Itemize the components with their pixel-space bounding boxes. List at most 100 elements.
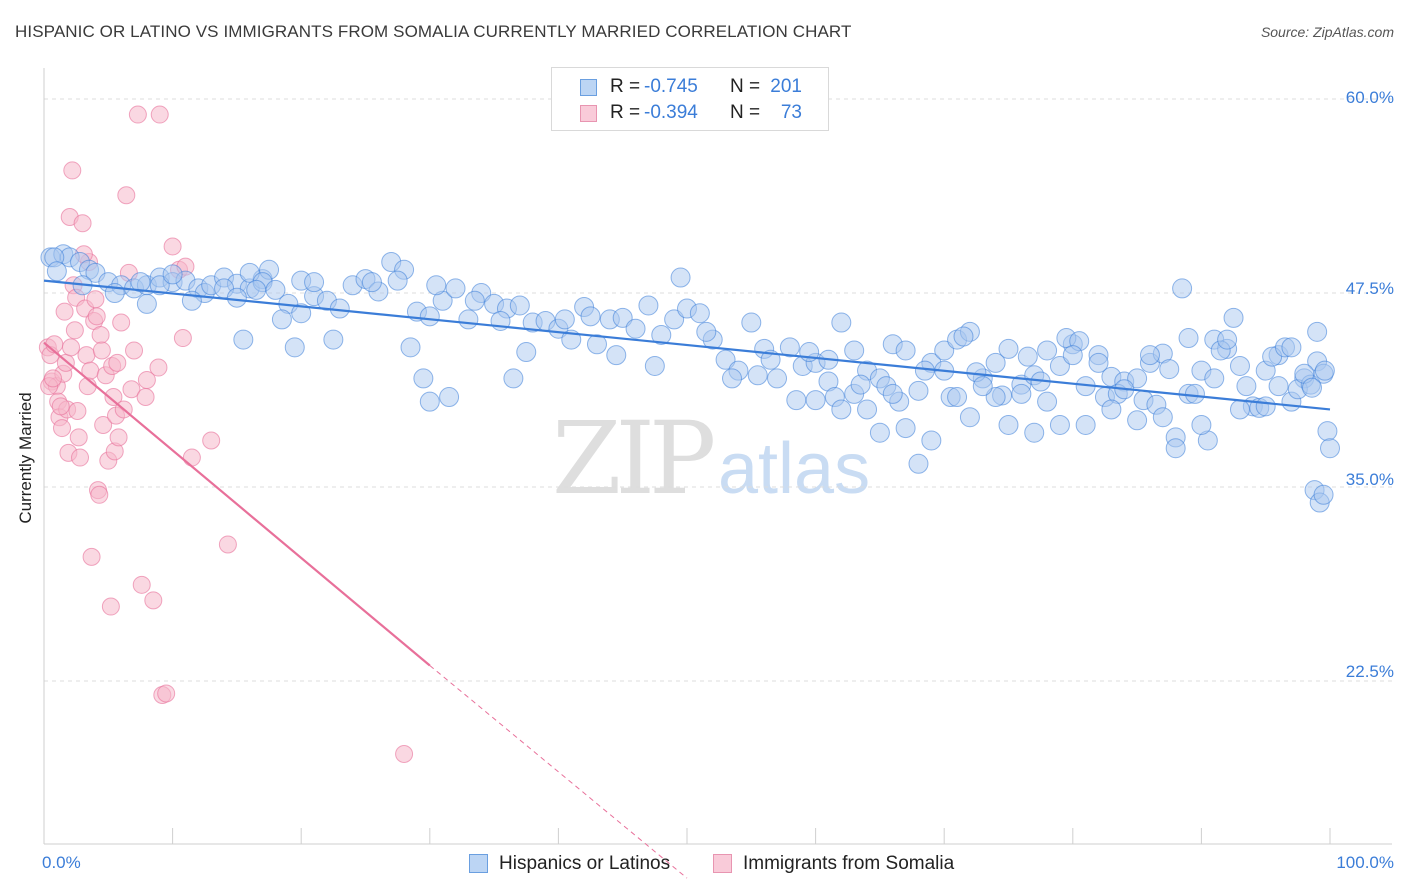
hispanic-point bbox=[46, 261, 67, 282]
hispanic-point bbox=[1159, 359, 1180, 380]
hispanic-point bbox=[149, 275, 170, 296]
somalia-point bbox=[65, 321, 84, 340]
hispanic-point bbox=[1217, 329, 1238, 350]
legend-label: Immigrants from Somalia bbox=[743, 853, 955, 874]
hispanic-point bbox=[130, 272, 151, 293]
hispanic-point bbox=[644, 355, 665, 376]
hispanic-point bbox=[361, 272, 382, 293]
r-label: R = bbox=[610, 76, 641, 97]
hispanic-point bbox=[246, 279, 267, 300]
somalia-trend-line bbox=[43, 341, 431, 667]
hispanic-point bbox=[1037, 340, 1058, 361]
somalia-point bbox=[163, 237, 182, 256]
hispanic-point bbox=[1178, 328, 1199, 349]
hispanic-point bbox=[233, 329, 254, 350]
trend-lines bbox=[43, 279, 1331, 879]
hispanic-point bbox=[458, 309, 479, 330]
legend-row-somalia: R = -0.394 N = 73 bbox=[552, 100, 828, 126]
somalia-point bbox=[108, 353, 127, 372]
somalia-point bbox=[157, 684, 176, 703]
hispanic-point bbox=[291, 303, 312, 324]
somalia-point bbox=[91, 325, 110, 344]
axes bbox=[43, 68, 1392, 845]
hispanic-point bbox=[509, 295, 530, 316]
hispanic-point bbox=[1101, 399, 1122, 420]
somalia-point bbox=[125, 341, 144, 360]
x-tick-label: 100.0% bbox=[1336, 853, 1394, 872]
hispanic-point bbox=[747, 365, 768, 386]
hispanic-point bbox=[426, 275, 447, 296]
hispanic-point bbox=[323, 329, 344, 350]
hispanic-point bbox=[767, 368, 788, 389]
hispanic-point bbox=[1127, 410, 1148, 431]
hispanic-point bbox=[882, 383, 903, 404]
somalia-point bbox=[53, 419, 72, 438]
y-axis-title: Currently Married bbox=[16, 392, 35, 524]
hispanic-point bbox=[953, 326, 974, 347]
hispanic-point bbox=[722, 368, 743, 389]
hispanic-point bbox=[696, 321, 717, 342]
hispanic-point bbox=[1062, 345, 1083, 366]
hispanic-point bbox=[1184, 383, 1205, 404]
hispanic-point bbox=[612, 307, 633, 328]
somalia-point bbox=[55, 302, 74, 321]
hispanic-point bbox=[284, 337, 305, 358]
hispanic-point bbox=[805, 390, 826, 411]
hispanic-point bbox=[664, 309, 685, 330]
hispanic-point bbox=[439, 387, 460, 408]
hispanic-points bbox=[40, 244, 1340, 513]
hispanic-point bbox=[1313, 484, 1334, 505]
hispanic-point bbox=[464, 290, 485, 311]
somalia-point bbox=[71, 448, 90, 467]
somalia-point bbox=[51, 397, 70, 416]
hispanic-point bbox=[1024, 422, 1045, 443]
hispanic-point bbox=[606, 345, 627, 366]
somalia-point bbox=[122, 380, 141, 399]
hispanic-point bbox=[908, 453, 929, 474]
hispanic-point bbox=[445, 278, 466, 299]
hispanic-trend-line bbox=[43, 279, 1331, 411]
legend-swatch-blue bbox=[469, 854, 488, 873]
hispanic-point bbox=[271, 309, 292, 330]
somalia-trend-extension bbox=[429, 665, 688, 879]
somalia-point bbox=[128, 105, 147, 124]
somalia-point bbox=[395, 744, 414, 763]
somalia-points bbox=[38, 105, 414, 763]
somalia-point bbox=[173, 329, 192, 348]
somalia-point bbox=[202, 431, 221, 450]
hispanic-point bbox=[1268, 376, 1289, 397]
hispanic-point bbox=[554, 309, 575, 330]
hispanic-point bbox=[638, 295, 659, 316]
hispanic-point bbox=[1204, 368, 1225, 389]
hispanic-point bbox=[779, 337, 800, 358]
legend-swatch-pink bbox=[580, 105, 597, 122]
hispanic-point bbox=[741, 312, 762, 333]
hispanic-point bbox=[850, 374, 871, 395]
hispanic-point bbox=[136, 293, 157, 314]
somalia-point bbox=[104, 388, 123, 407]
legend-swatch-pink bbox=[713, 854, 732, 873]
hispanic-point bbox=[972, 376, 993, 397]
n-label: N = bbox=[730, 102, 761, 123]
somalia-point bbox=[109, 428, 128, 447]
watermark-zip: ZIP bbox=[552, 400, 716, 517]
hispanic-point bbox=[625, 318, 646, 339]
hispanic-point bbox=[1229, 399, 1250, 420]
hispanic-point bbox=[1314, 360, 1335, 381]
somalia-point bbox=[77, 346, 96, 365]
somalia-point bbox=[87, 307, 106, 326]
watermark-atlas: atlas bbox=[718, 429, 871, 509]
somalia-point bbox=[63, 161, 82, 180]
hispanic-point bbox=[651, 324, 672, 345]
somalia-point bbox=[73, 214, 92, 233]
hispanic-point bbox=[786, 390, 807, 411]
hispanic-point bbox=[1049, 414, 1070, 435]
hispanic-point bbox=[586, 334, 607, 355]
somalia-point bbox=[69, 428, 88, 447]
hispanic-point bbox=[516, 342, 537, 363]
hispanic-point bbox=[1165, 438, 1186, 459]
hispanic-point bbox=[226, 287, 247, 308]
somalia-point bbox=[136, 388, 155, 407]
legend-label: Hispanics or Latinos bbox=[499, 853, 671, 874]
x-tick-label: 0.0% bbox=[42, 853, 81, 872]
